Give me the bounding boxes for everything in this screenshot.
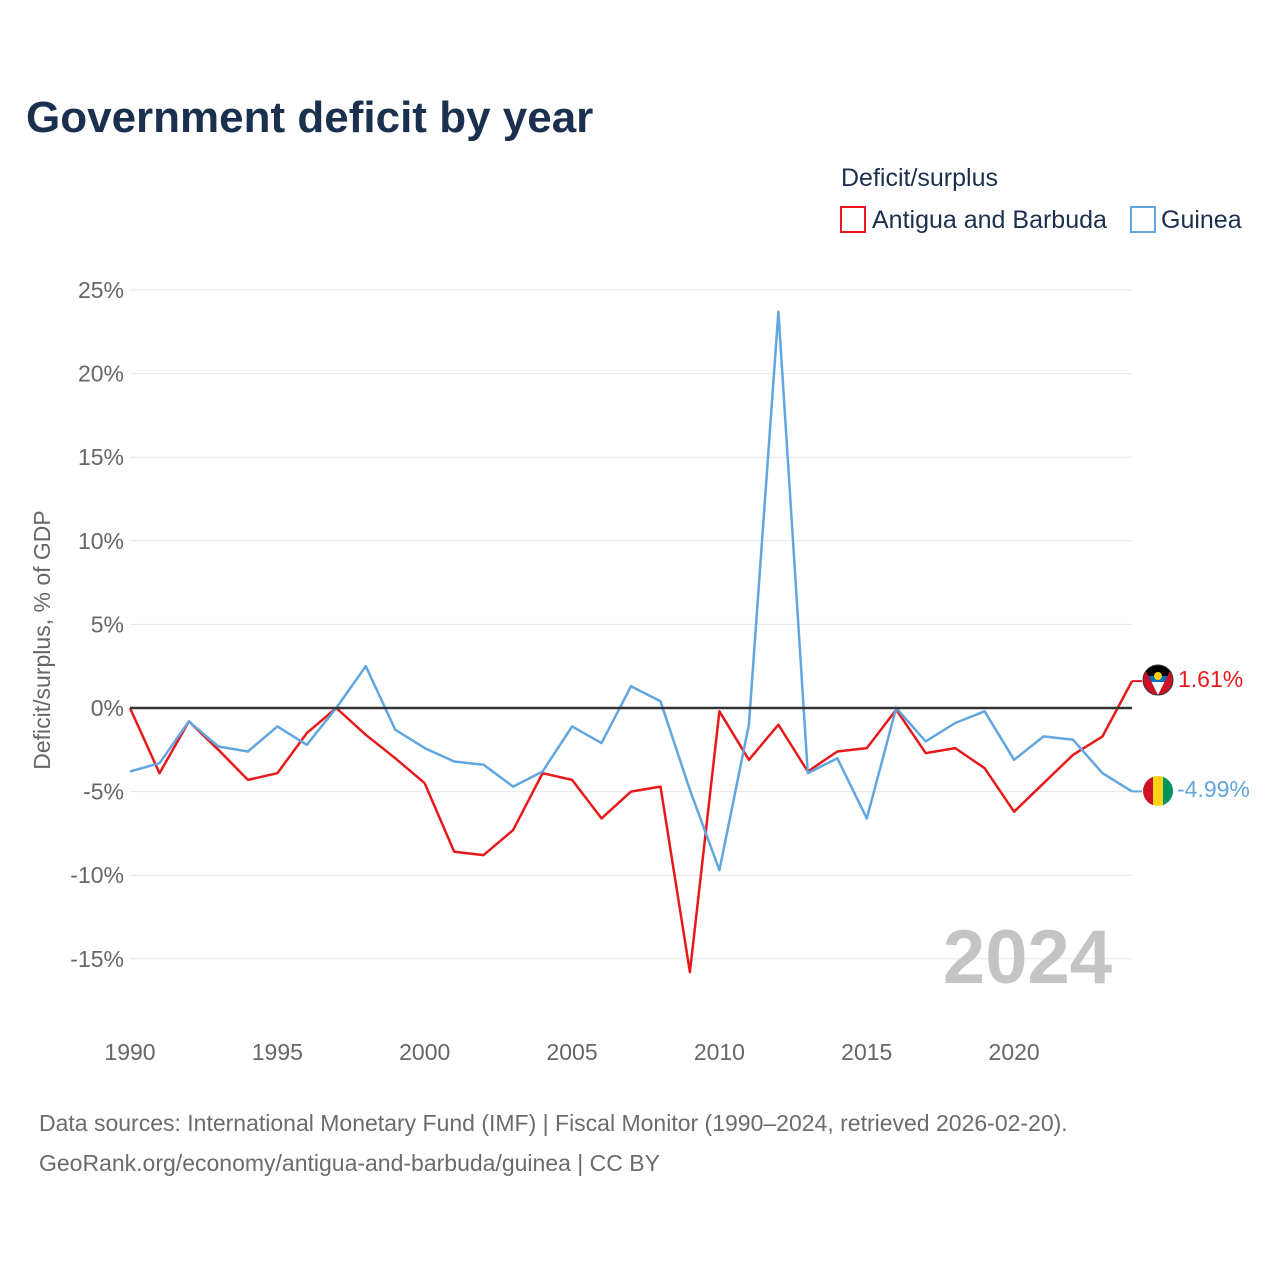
series-line-antigua-and-barbuda[interactable] — [128, 680, 1134, 974]
y-tick-label: 25% — [78, 277, 124, 303]
legend-swatch-antigua — [840, 206, 866, 233]
x-tick-label: 1995 — [252, 1039, 303, 1065]
series-line-guinea[interactable] — [129, 310, 1133, 872]
y-axis-label: Deficit/surplus, % of GDP — [29, 510, 55, 769]
guinea-flag — [1143, 776, 1173, 806]
source-note: Data sources: International Monetary Fun… — [39, 1110, 1068, 1136]
antigua-and-barbuda-flag — [1142, 664, 1174, 696]
y-tick-label: 10% — [78, 528, 124, 554]
x-tick-label: 2020 — [989, 1039, 1040, 1065]
x-tick-label: 1990 — [104, 1039, 155, 1065]
x-tick-label: 2005 — [546, 1039, 597, 1065]
legend-label-guinea[interactable]: Guinea — [1161, 206, 1242, 234]
gridlines — [130, 289, 1132, 960]
legend: Deficit/surplus Antigua and Barbuda Guin… — [840, 164, 1242, 234]
year-watermark: 2024 — [943, 915, 1112, 1000]
x-tick-label: 2010 — [694, 1039, 745, 1065]
end-label-guinea: -4.99% — [1177, 776, 1250, 802]
y-axis-ticks: 25% 20% 15% 10% 5% 0% -5% -10% -15% — [70, 277, 124, 972]
chart-title: Government deficit by year — [26, 93, 593, 142]
x-tick-label: 2000 — [399, 1039, 450, 1065]
y-tick-label: -5% — [83, 779, 124, 805]
y-tick-label: -15% — [70, 946, 124, 972]
x-tick-label: 2015 — [841, 1039, 892, 1065]
legend-swatch-guinea — [1130, 206, 1156, 233]
y-tick-label: -10% — [70, 862, 124, 888]
y-tick-label: 15% — [78, 444, 124, 470]
y-tick-label: 20% — [78, 361, 124, 387]
y-tick-label: 5% — [91, 611, 124, 637]
legend-label-antigua[interactable]: Antigua and Barbuda — [872, 206, 1107, 234]
legend-title: Deficit/surplus — [841, 164, 998, 192]
series-lines — [128, 310, 1142, 974]
source-link[interactable]: GeoRank.org/economy/antigua-and-barbuda/… — [39, 1150, 660, 1176]
y-tick-label: 0% — [91, 695, 124, 721]
x-axis-ticks: 1990 1995 2000 2005 2010 2015 2020 — [104, 1039, 1039, 1065]
end-label-antigua: 1.61% — [1178, 666, 1243, 692]
